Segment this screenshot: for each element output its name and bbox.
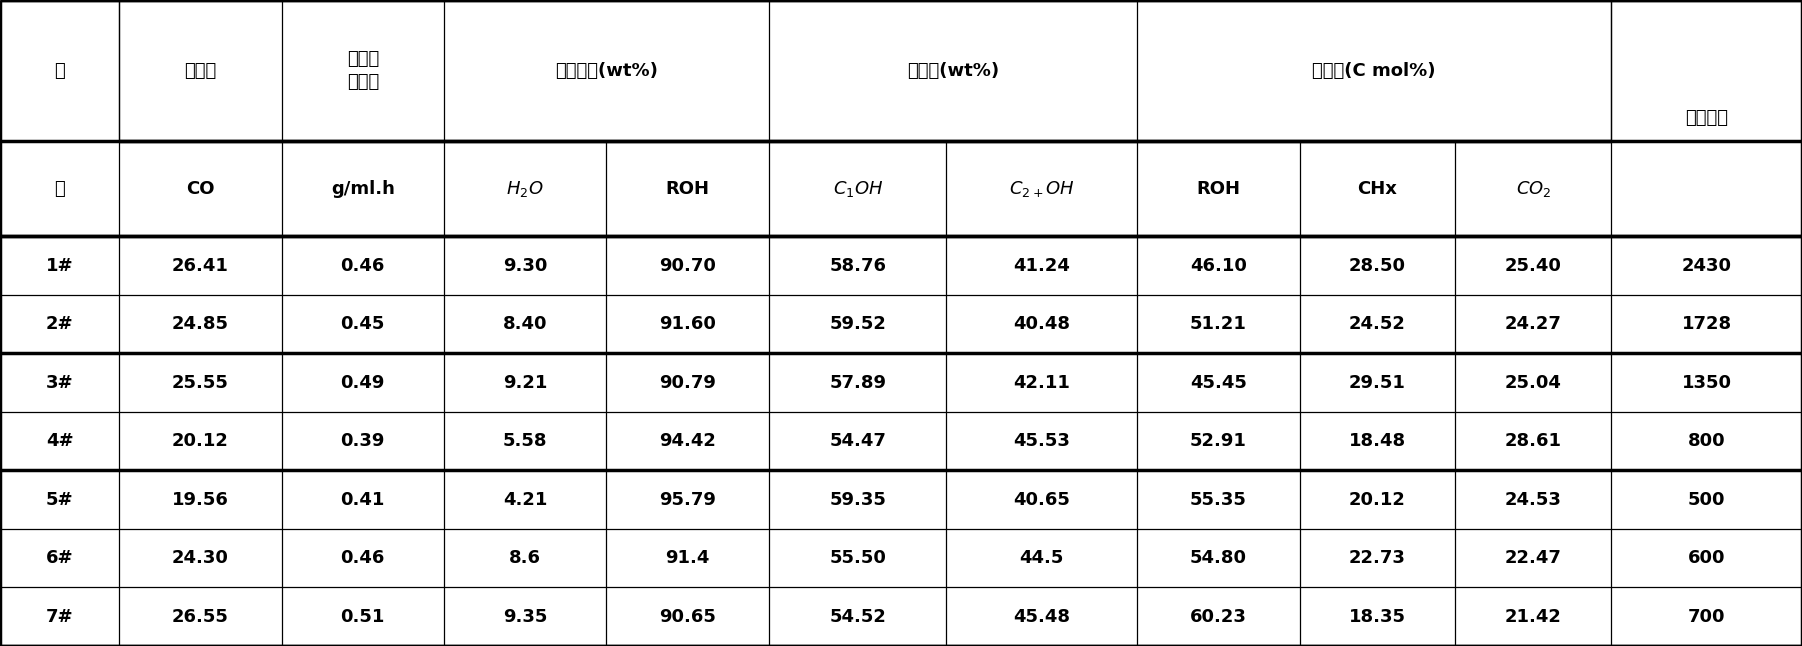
Text: 18.48: 18.48 [1350, 432, 1406, 450]
Text: 6#: 6# [45, 549, 74, 567]
Text: 46.10: 46.10 [1189, 256, 1247, 275]
Text: 24.30: 24.30 [171, 549, 229, 567]
Text: 54.47: 54.47 [829, 432, 887, 450]
Text: $C_{2+}OH$: $C_{2+}OH$ [1009, 179, 1074, 199]
Text: 24.53: 24.53 [1505, 491, 1562, 508]
Text: 58.76: 58.76 [829, 256, 887, 275]
Text: 59.52: 59.52 [829, 315, 887, 333]
Text: 59.35: 59.35 [829, 491, 887, 508]
Text: 醇分布(wt%): 醇分布(wt%) [906, 61, 998, 79]
Text: 26.41: 26.41 [171, 256, 229, 275]
Text: 7#: 7# [45, 608, 74, 626]
Text: 0.45: 0.45 [341, 315, 386, 333]
Text: 20.12: 20.12 [171, 432, 229, 450]
Text: 20.12: 20.12 [1350, 491, 1406, 508]
Text: 22.47: 22.47 [1505, 549, 1562, 567]
Text: 5#: 5# [45, 491, 74, 508]
Text: 0.39: 0.39 [341, 432, 386, 450]
Text: 3#: 3# [45, 373, 74, 391]
Text: 8.40: 8.40 [503, 315, 548, 333]
Text: 22.73: 22.73 [1350, 549, 1406, 567]
Text: 选择性(C mol%): 选择性(C mol%) [1312, 61, 1436, 79]
Text: 例: 例 [54, 180, 65, 198]
Text: 52.91: 52.91 [1189, 432, 1247, 450]
Text: 9.21: 9.21 [503, 373, 548, 391]
Text: 45.48: 45.48 [1013, 608, 1070, 626]
Text: 19.56: 19.56 [171, 491, 229, 508]
Text: 5.58: 5.58 [503, 432, 548, 450]
Text: 45.53: 45.53 [1013, 432, 1070, 450]
Text: 21.42: 21.42 [1505, 608, 1562, 626]
Text: 2#: 2# [45, 315, 74, 333]
Text: 55.50: 55.50 [829, 549, 887, 567]
Text: 产物分布(wt%): 产物分布(wt%) [555, 61, 658, 79]
Text: 40.65: 40.65 [1013, 491, 1070, 508]
Text: 24.85: 24.85 [171, 315, 229, 333]
Text: 0.46: 0.46 [341, 256, 386, 275]
Text: 9.35: 9.35 [503, 608, 548, 626]
Text: 500: 500 [1688, 491, 1726, 508]
Text: 94.42: 94.42 [660, 432, 715, 450]
Text: 1#: 1# [45, 256, 74, 275]
Text: ROH: ROH [1197, 180, 1240, 198]
Text: 90.79: 90.79 [660, 373, 715, 391]
Text: 57.89: 57.89 [829, 373, 887, 391]
Text: 90.65: 90.65 [660, 608, 715, 626]
Text: 28.50: 28.50 [1350, 256, 1406, 275]
Text: 25.04: 25.04 [1505, 373, 1562, 391]
Text: 51.21: 51.21 [1189, 315, 1247, 333]
Text: 54.52: 54.52 [829, 608, 887, 626]
Text: 45.45: 45.45 [1189, 373, 1247, 391]
Text: 28.61: 28.61 [1505, 432, 1562, 450]
Text: $C_1OH$: $C_1OH$ [833, 179, 883, 199]
Text: CHx: CHx [1357, 180, 1397, 198]
Text: 91.60: 91.60 [660, 315, 715, 333]
Text: 91.4: 91.4 [665, 549, 710, 567]
Text: 1350: 1350 [1681, 373, 1732, 391]
Text: 24.52: 24.52 [1350, 315, 1406, 333]
Text: 44.5: 44.5 [1020, 549, 1063, 567]
Text: 800: 800 [1688, 432, 1726, 450]
Text: 700: 700 [1688, 608, 1726, 626]
Text: 转化率: 转化率 [184, 61, 216, 79]
Text: 600: 600 [1688, 549, 1726, 567]
Text: 0.41: 0.41 [341, 491, 386, 508]
Text: g/ml.h: g/ml.h [332, 180, 395, 198]
Text: 实: 实 [54, 61, 65, 79]
Text: 8.6: 8.6 [510, 549, 541, 567]
Text: 0.46: 0.46 [341, 549, 386, 567]
Text: CO: CO [186, 180, 214, 198]
Text: 60.23: 60.23 [1189, 608, 1247, 626]
Text: 9.30: 9.30 [503, 256, 548, 275]
Text: 运转时间: 运转时间 [1685, 109, 1728, 127]
Text: 18.35: 18.35 [1350, 608, 1406, 626]
Text: 95.79: 95.79 [660, 491, 715, 508]
Text: $CO_2$: $CO_2$ [1515, 179, 1552, 199]
Text: 4.21: 4.21 [503, 491, 548, 508]
Text: 1728: 1728 [1681, 315, 1732, 333]
Text: 42.11: 42.11 [1013, 373, 1070, 391]
Text: $H_2O$: $H_2O$ [506, 179, 544, 199]
Text: 0.49: 0.49 [341, 373, 386, 391]
Text: 0.51: 0.51 [341, 608, 386, 626]
Text: 54.80: 54.80 [1189, 549, 1247, 567]
Text: 55.35: 55.35 [1189, 491, 1247, 508]
Text: 总醇时
空产率: 总醇时 空产率 [346, 50, 378, 90]
Text: 26.55: 26.55 [171, 608, 229, 626]
Text: 24.27: 24.27 [1505, 315, 1562, 333]
Text: 2430: 2430 [1681, 256, 1732, 275]
Text: 4#: 4# [45, 432, 74, 450]
Text: 25.55: 25.55 [171, 373, 229, 391]
Text: 41.24: 41.24 [1013, 256, 1070, 275]
Text: 40.48: 40.48 [1013, 315, 1070, 333]
Text: ROH: ROH [665, 180, 710, 198]
Text: 90.70: 90.70 [660, 256, 715, 275]
Text: 29.51: 29.51 [1350, 373, 1406, 391]
Text: 25.40: 25.40 [1505, 256, 1562, 275]
